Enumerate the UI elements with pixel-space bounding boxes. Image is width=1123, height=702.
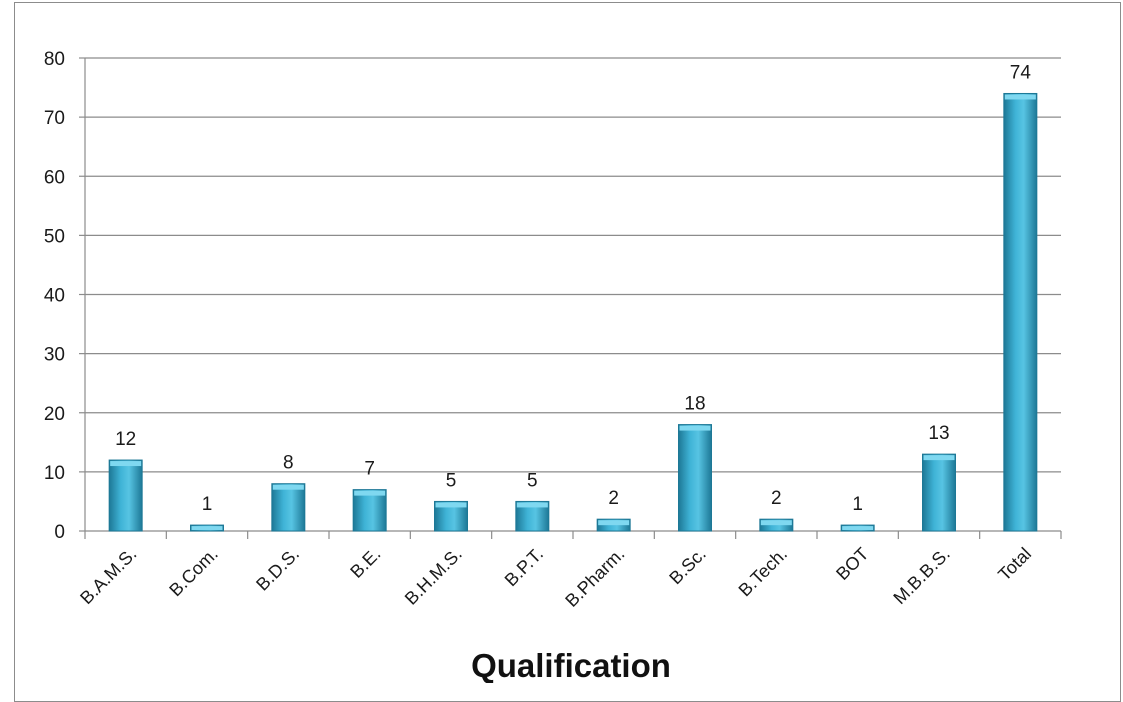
bar-highlight [1004,94,1036,100]
data-label: 74 [1010,62,1032,83]
bar-highlight [110,461,142,467]
bar-highlight [923,455,955,461]
bar-chart: 0102030405060708012B.A.M.S.1B.Com.8B.D.S… [44,49,1062,683]
category-label: Total [994,544,1035,585]
y-tick-label: 30 [44,345,65,366]
bar [352,489,387,532]
category-label: M.B.B.S. [889,544,953,608]
bar-highlight [272,484,304,490]
bar-highlight [679,425,711,431]
data-label: 7 [364,459,375,480]
bar-highlight [598,520,630,526]
data-label: 2 [608,488,619,509]
bar-highlight [760,520,792,526]
category-label: B.Tech. [735,544,792,601]
y-tick-label: 60 [44,167,65,188]
bar [678,424,712,532]
data-label: 1 [202,494,213,515]
data-label: 2 [771,488,782,509]
bar [922,453,956,532]
bar-highlight [842,526,874,530]
category-label: B.Pharm. [561,544,628,611]
category-label: B.H.M.S. [401,544,466,609]
y-tick-label: 80 [44,49,65,70]
data-label: 5 [527,470,538,491]
y-tick-label: 50 [44,226,65,247]
data-label: 1 [852,494,863,515]
chart-frame [14,2,1121,702]
bar [108,459,143,532]
data-label: 12 [115,429,136,450]
y-tick-label: 40 [44,286,65,307]
bars [108,92,1038,532]
y-tick-label: 10 [44,463,65,484]
category-label: B.D.S. [252,544,303,595]
category-label: B.A.M.S. [76,544,140,608]
bar-highlight [435,502,467,508]
data-label: 18 [684,394,705,415]
bar-highlight [354,490,386,496]
category-label: B.P.T. [501,544,547,590]
y-tick-label: 20 [44,404,65,425]
data-label: 8 [283,453,294,474]
bar [271,483,306,532]
data-label: 5 [446,470,457,491]
data-label: 13 [928,423,949,444]
bar-highlight [516,502,548,508]
category-label: B.Com. [165,544,222,601]
gridlines [85,57,1061,473]
y-tick-label: 0 [54,522,65,543]
bar-highlight [191,526,223,530]
category-label: B.E. [346,544,384,582]
x-axis-title: Qualification [471,647,671,683]
category-label: B.Sc. [665,544,710,589]
category-label: BOT [832,544,872,584]
y-tick-label: 70 [44,108,65,129]
bar [1003,92,1038,532]
axes [79,57,1062,539]
